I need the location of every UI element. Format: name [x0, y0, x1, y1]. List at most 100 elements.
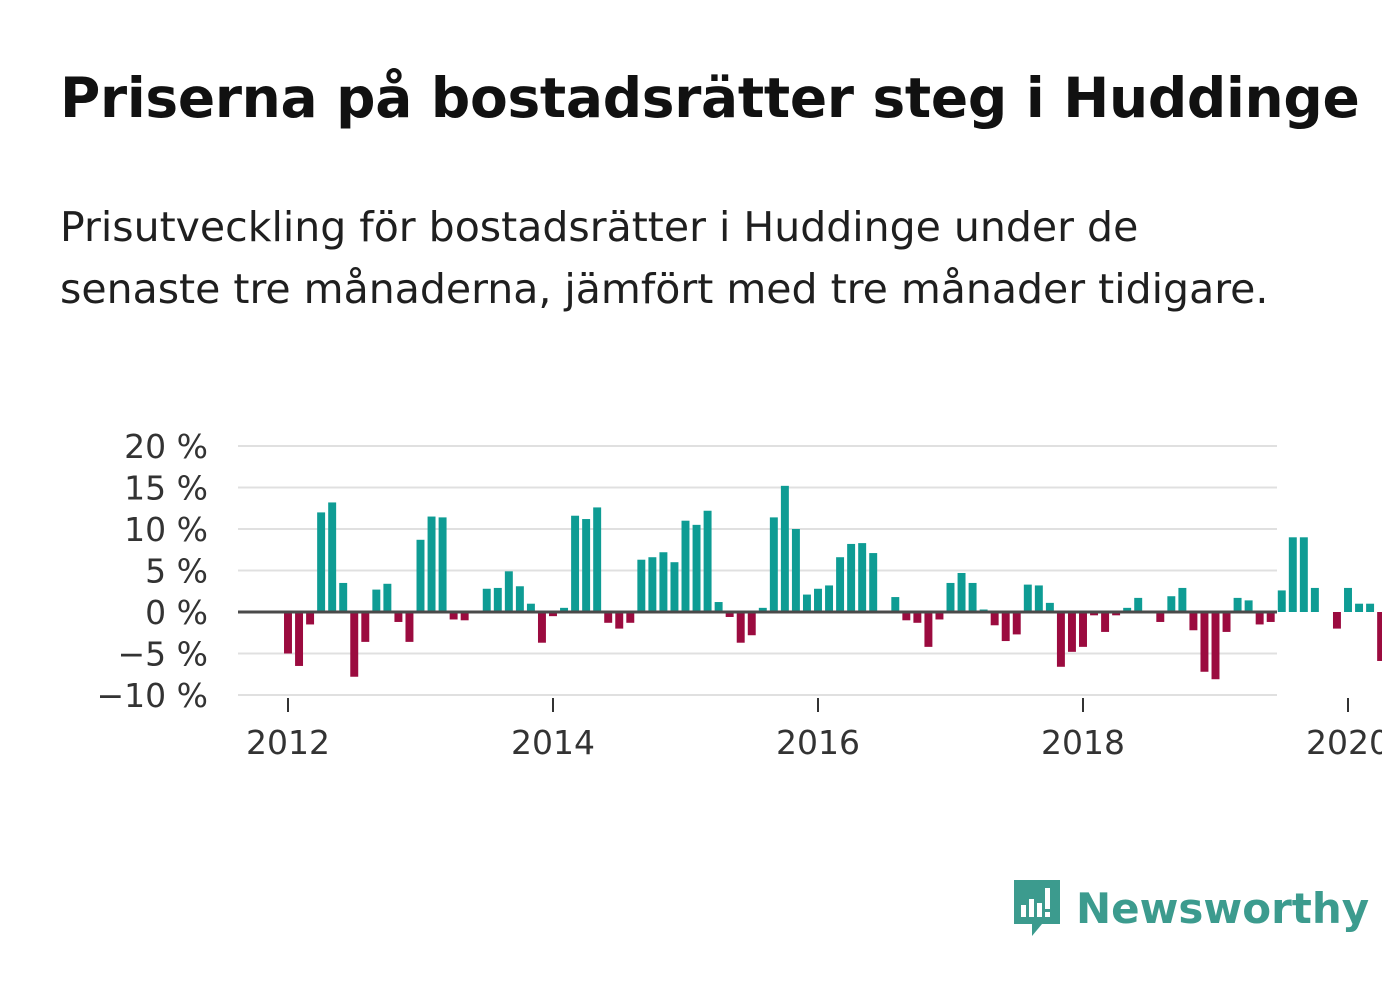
bar — [1056, 612, 1065, 667]
y-tick-label: −5 % — [118, 635, 209, 674]
y-axis-ticks: 20 %15 %10 %5 %0 %−5 %−10 % — [97, 427, 209, 715]
bar — [1277, 590, 1286, 612]
bar — [504, 571, 513, 612]
bar — [703, 510, 712, 612]
bar — [736, 612, 745, 643]
bar — [1023, 584, 1032, 612]
bar — [869, 553, 878, 612]
bar — [780, 485, 789, 612]
bar — [1178, 587, 1187, 612]
bar — [284, 612, 292, 654]
y-tick-label: 15 % — [124, 469, 208, 508]
bar — [758, 607, 767, 612]
bar — [681, 520, 690, 612]
bar — [1090, 612, 1099, 616]
bar — [858, 543, 867, 612]
bar — [968, 582, 977, 612]
bar — [582, 519, 591, 612]
bar — [361, 612, 370, 642]
bar — [1299, 537, 1308, 612]
bar — [769, 517, 778, 612]
bar — [1123, 607, 1132, 612]
bar — [1288, 537, 1297, 612]
bar — [1244, 600, 1253, 612]
brand-name: Newsworthy — [1076, 883, 1370, 933]
x-tick-label: 2020 — [1306, 723, 1382, 762]
bar — [416, 539, 425, 612]
bar — [1012, 612, 1021, 635]
bar — [913, 612, 922, 623]
bar — [802, 594, 811, 612]
bar — [460, 612, 469, 621]
bar — [825, 585, 834, 612]
x-tick-label: 2014 — [511, 723, 595, 762]
x-tick-label: 2012 — [246, 723, 330, 762]
bar — [670, 562, 679, 612]
bar — [383, 583, 392, 612]
bar — [560, 607, 569, 612]
bar — [990, 612, 999, 626]
bar — [692, 524, 701, 612]
bar — [328, 502, 337, 612]
y-tick-label: 20 % — [124, 427, 208, 466]
bar — [1222, 612, 1231, 632]
bar — [648, 557, 657, 612]
bar — [1101, 612, 1110, 632]
bar — [659, 552, 668, 612]
gridlines — [238, 445, 1277, 696]
newsworthy-logo-icon — [1014, 880, 1060, 936]
x-axis-ticks: 20122014201620182020202220242026 — [246, 698, 1382, 762]
bar — [902, 612, 911, 621]
bar — [438, 517, 447, 612]
bar — [549, 612, 557, 617]
bar — [1310, 587, 1319, 612]
brand-logo: Newsworthy — [1010, 878, 1369, 938]
bar — [836, 557, 845, 612]
bar — [604, 612, 613, 623]
bar — [1156, 612, 1165, 622]
y-tick-label: 5 % — [145, 552, 208, 591]
bar — [814, 588, 822, 612]
bar — [372, 589, 381, 612]
bar — [571, 515, 580, 612]
chart-title: Priserna på bostadsrätter steg i Hudding… — [60, 66, 1360, 130]
bar — [515, 586, 524, 612]
bar — [637, 559, 646, 612]
bar — [306, 612, 315, 625]
bar — [1366, 603, 1375, 612]
bar — [482, 588, 491, 612]
x-tick-label: 2018 — [1041, 723, 1125, 762]
bar — [924, 612, 933, 647]
bar — [935, 612, 944, 620]
bar — [725, 612, 734, 617]
bar — [891, 597, 900, 612]
bar — [493, 587, 502, 612]
bar — [626, 612, 635, 623]
bar — [1255, 612, 1264, 625]
x-tick-label: 2016 — [776, 723, 860, 762]
bar — [1045, 602, 1054, 612]
bar — [615, 612, 624, 629]
bar — [405, 612, 414, 642]
bars — [284, 485, 1382, 680]
bar — [1344, 587, 1352, 612]
bar — [1189, 612, 1198, 631]
bar — [1034, 585, 1043, 612]
bar — [1067, 612, 1076, 652]
bar — [295, 612, 304, 666]
bar — [791, 529, 800, 612]
bar — [1112, 612, 1121, 616]
chart-subtitle: Prisutveckling för bostadsrätter i Huddi… — [60, 203, 1269, 313]
y-tick-label: 0 % — [145, 593, 208, 632]
bar — [1167, 596, 1176, 612]
bar — [1211, 612, 1220, 680]
bar — [1233, 597, 1242, 612]
bar — [1079, 612, 1087, 647]
bar — [1266, 612, 1275, 622]
bar — [714, 602, 723, 612]
bar — [1200, 612, 1209, 672]
bar — [1332, 612, 1341, 629]
bar-chart: 20 %15 %10 %5 %0 %−5 %−10 % 2012 2014 2016… — [97, 427, 1382, 762]
bar — [747, 612, 756, 636]
bar — [317, 512, 326, 612]
